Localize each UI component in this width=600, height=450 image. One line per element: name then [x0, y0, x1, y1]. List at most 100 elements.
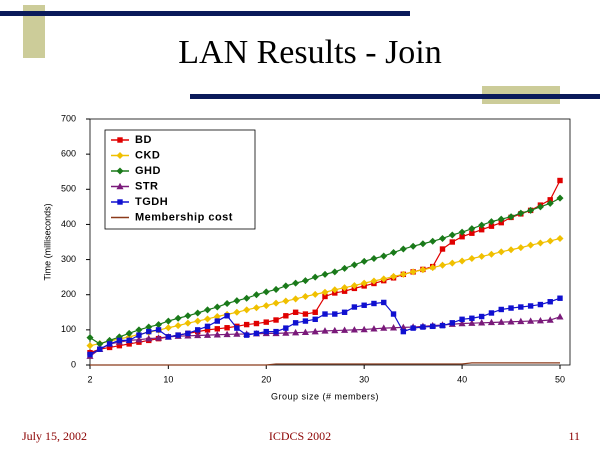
marker — [527, 241, 535, 249]
marker — [165, 334, 172, 340]
legend-label: TGDH — [135, 196, 168, 208]
marker — [527, 303, 534, 309]
marker — [203, 315, 212, 323]
legend-label: CKD — [135, 149, 160, 161]
marker — [380, 324, 388, 331]
marker — [273, 317, 279, 323]
marker — [517, 244, 525, 252]
decor-bar — [190, 94, 600, 99]
marker — [478, 319, 486, 326]
marker — [478, 221, 486, 229]
marker — [536, 203, 544, 211]
y-tick-label: 400 — [61, 219, 76, 229]
marker — [360, 257, 368, 265]
marker — [224, 325, 230, 331]
marker — [292, 279, 300, 287]
marker — [331, 286, 339, 294]
marker — [184, 319, 192, 327]
marker — [126, 337, 132, 344]
marker — [536, 316, 544, 324]
marker — [341, 309, 348, 315]
marker — [243, 332, 250, 338]
marker — [390, 249, 398, 257]
marker — [223, 330, 231, 338]
x-tick-label: 30 — [359, 374, 369, 384]
marker — [106, 341, 113, 347]
marker — [321, 327, 329, 334]
marker — [390, 272, 398, 280]
marker — [469, 315, 475, 321]
marker — [546, 199, 554, 207]
marker — [86, 334, 94, 342]
marker — [282, 329, 290, 336]
marker — [233, 297, 241, 305]
marker — [556, 234, 564, 242]
marker — [527, 206, 535, 214]
marker — [302, 318, 309, 324]
marker — [292, 309, 299, 315]
marker — [419, 266, 427, 274]
marker — [146, 328, 152, 335]
marker — [350, 261, 358, 269]
marker — [283, 325, 289, 331]
marker — [400, 328, 407, 335]
marker — [174, 314, 182, 322]
y-tick-label: 300 — [61, 254, 76, 264]
marker — [195, 327, 201, 333]
marker — [507, 213, 515, 221]
marker — [350, 282, 358, 290]
marker — [184, 312, 192, 320]
marker — [194, 309, 202, 317]
marker — [331, 268, 339, 276]
marker — [233, 330, 241, 337]
marker — [321, 270, 329, 278]
marker — [136, 332, 142, 338]
marker — [213, 331, 221, 338]
marker — [419, 240, 427, 248]
marker — [243, 306, 251, 314]
y-tick-label: 100 — [61, 324, 76, 334]
marker — [429, 264, 437, 272]
marker — [517, 317, 525, 325]
legend-box — [104, 129, 256, 230]
marker — [449, 320, 455, 326]
marker — [154, 334, 163, 341]
decor-block — [23, 5, 45, 58]
marker — [546, 237, 554, 245]
marker — [458, 228, 466, 236]
legend-marker — [116, 182, 124, 190]
x-tick-label: 2 — [87, 374, 92, 384]
marker — [448, 259, 456, 267]
marker — [488, 310, 495, 316]
marker — [263, 328, 269, 335]
marker — [508, 305, 514, 311]
marker — [164, 317, 172, 325]
marker — [360, 279, 368, 287]
marker — [135, 335, 143, 343]
marker — [252, 304, 260, 312]
y-tick-label: 0 — [71, 359, 76, 369]
marker — [409, 268, 417, 276]
marker — [420, 324, 426, 330]
marker — [487, 250, 495, 258]
marker — [439, 322, 446, 329]
legend-label: BD — [135, 134, 152, 146]
marker — [332, 311, 338, 317]
marker — [283, 313, 289, 319]
marker — [557, 177, 563, 184]
marker — [409, 242, 417, 250]
marker — [86, 342, 94, 350]
y-tick-label: 500 — [61, 184, 76, 194]
marker — [498, 306, 504, 313]
marker — [518, 304, 524, 310]
plot-frame — [89, 118, 571, 366]
decor-bar — [0, 11, 410, 16]
marker — [312, 316, 318, 323]
legend-label: STR — [135, 180, 159, 192]
marker — [458, 319, 466, 327]
marker — [185, 330, 191, 337]
x-axis-label: Group size (# members) — [271, 391, 379, 401]
marker — [399, 245, 407, 253]
marker — [292, 328, 300, 336]
